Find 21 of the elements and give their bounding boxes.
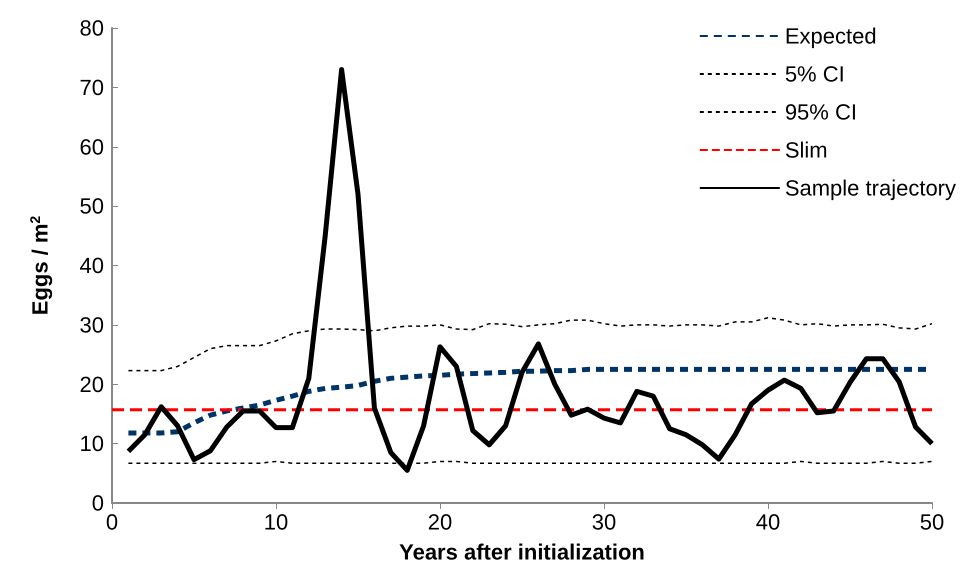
x-axis-title: Years after initialization xyxy=(399,540,645,564)
x-tick-label: 40 xyxy=(756,510,780,534)
y-tick-label: 70 xyxy=(80,74,104,100)
x-tick-label: 30 xyxy=(592,510,616,534)
x-tick-label: 20 xyxy=(428,510,452,534)
legend-label: 5% CI xyxy=(784,62,845,86)
y-tick-label: 30 xyxy=(80,312,104,338)
y-tick-label: 0 xyxy=(92,490,104,516)
y-axis-title: Eggs / m2 xyxy=(27,216,52,316)
y-tick-label: 50 xyxy=(80,194,104,219)
legend-label: 95% CI xyxy=(784,100,857,124)
y-tick-label: 10 xyxy=(80,431,104,456)
y-tick-label: 20 xyxy=(80,372,104,397)
y-tick-label: 60 xyxy=(80,134,104,160)
x-tick-label: 10 xyxy=(264,510,288,534)
legend-label: Sample trajectory xyxy=(784,176,956,200)
y-tick-label: 80 xyxy=(80,16,104,40)
x-tick-label: 50 xyxy=(920,510,944,534)
y-tick-label: 40 xyxy=(80,253,104,278)
legend-label: Expected xyxy=(784,24,877,48)
legend-label: Slim xyxy=(784,138,828,162)
